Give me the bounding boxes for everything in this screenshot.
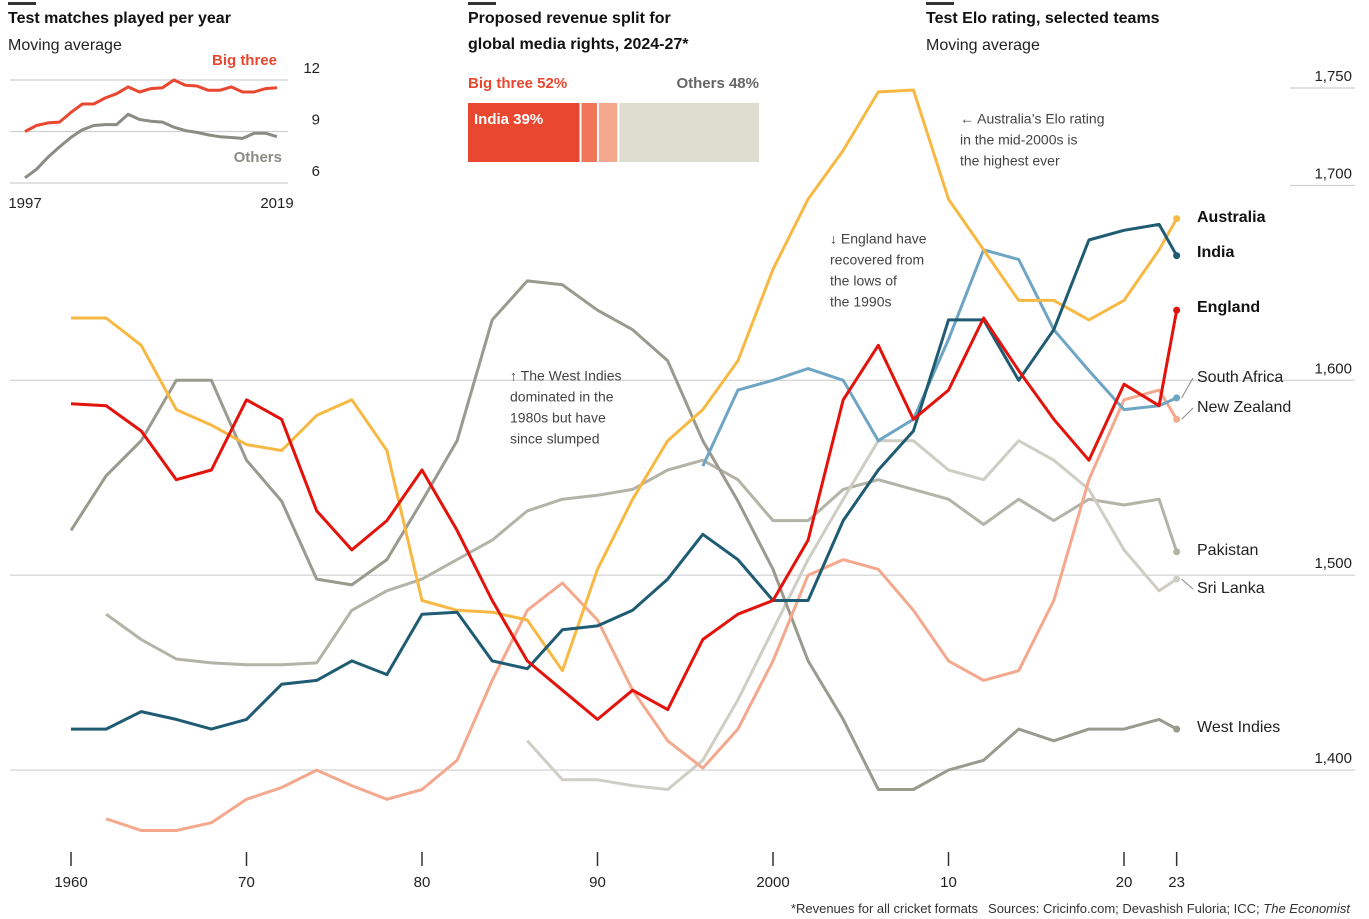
group-label: Big three 52% (468, 75, 567, 92)
series-line (526, 439, 1178, 791)
series-line (105, 458, 1179, 667)
annotation: recovered from (830, 252, 924, 268)
series-label: India (1197, 244, 1234, 261)
x-tick-label: 1960 (54, 874, 87, 891)
y-tick-label: 1,750 (1314, 68, 1352, 85)
series-line (24, 78, 278, 133)
y-tick-label: 1,700 (1314, 165, 1352, 182)
x-tick-label: 90 (589, 874, 606, 891)
x-tick-label: 23 (1168, 874, 1185, 891)
series-label: Big three (212, 52, 277, 69)
series-label: Pakistan (1197, 542, 1258, 559)
y-tick-label: 1,500 (1314, 555, 1352, 572)
bar-segment (468, 103, 580, 162)
series-label: England (1197, 299, 1260, 316)
source: Sources: Cricinfo.com; Devashish Fuloria… (988, 901, 1263, 916)
series-line (105, 388, 1178, 832)
series-line (71, 88, 1179, 673)
end-dot (1173, 548, 1181, 556)
annotation: ← Australia’s Elo rating (960, 111, 1104, 127)
source: The Economist (1263, 901, 1351, 916)
leader-line (1181, 578, 1194, 590)
series-line (70, 309, 1179, 721)
series-line (71, 222, 1179, 731)
series-label: Others (234, 149, 282, 166)
end-dot (1173, 575, 1181, 583)
series-line (24, 112, 278, 180)
title-rule (8, 2, 36, 5)
footnote: *Revenues for all cricket formats (791, 901, 979, 916)
bar-segment (581, 103, 597, 162)
end-dot (1173, 306, 1181, 314)
series-label: Australia (1197, 209, 1266, 226)
leader-line (1181, 407, 1194, 420)
chart-title: Test matches played per year (8, 10, 231, 27)
x-tick-label: 20 (1116, 874, 1133, 891)
annotation: the lows of (830, 273, 897, 289)
end-dot (1173, 725, 1181, 733)
annotation: the highest ever (960, 153, 1060, 169)
end-dot (1173, 252, 1181, 260)
y-tick-label: 9 (312, 111, 320, 128)
footnote-line: *Revenues for all cricket formats Sources… (791, 901, 1351, 916)
chart-subtitle: Moving average (8, 37, 122, 54)
annotation: the 1990s (830, 294, 892, 310)
x-tick-label: 1997 (8, 195, 41, 212)
x-tick-label: 10 (940, 874, 957, 891)
series-label: West Indies (1197, 719, 1280, 736)
y-tick-label: 6 (312, 163, 320, 180)
x-tick-label: 2019 (260, 195, 293, 212)
annotation: dominated in the (510, 389, 614, 405)
annotation: in the mid-2000s is (960, 132, 1078, 148)
annotation: ↑ The West Indies (510, 368, 622, 384)
leader-line (1181, 377, 1194, 399)
series-label: South Africa (1197, 369, 1283, 386)
annotation: ↓ England have (830, 231, 927, 247)
chart-title: global media rights, 2024-27* (468, 36, 689, 53)
x-tick-label: 70 (238, 874, 255, 891)
annotation: since slumped (510, 431, 600, 447)
x-tick-label: 80 (414, 874, 431, 891)
y-tick-label: 12 (303, 60, 320, 77)
series-line (69, 279, 1178, 791)
end-dot (1173, 415, 1181, 423)
end-dot (1173, 394, 1181, 402)
annotation: 1980s but have (510, 410, 606, 426)
group-label: Others 48% (676, 75, 759, 92)
chart-title: Proposed revenue split for (468, 10, 671, 27)
x-tick-label: 2000 (756, 874, 789, 891)
y-tick-label: 1,400 (1314, 750, 1352, 767)
title-rule (926, 2, 954, 5)
bar-label: India 39% (474, 111, 543, 128)
title-rule (468, 2, 496, 5)
y-tick-label: 1,600 (1314, 360, 1352, 377)
series-label: Sri Lanka (1197, 580, 1265, 597)
series-label: New Zealand (1197, 399, 1291, 416)
bar-segment (619, 103, 759, 162)
chart-subtitle: Moving average (926, 37, 1040, 54)
bar-segment (598, 103, 618, 162)
end-dot (1173, 215, 1181, 223)
chart-title: Test Elo rating, selected teams (926, 10, 1160, 27)
series-line (701, 248, 1178, 467)
